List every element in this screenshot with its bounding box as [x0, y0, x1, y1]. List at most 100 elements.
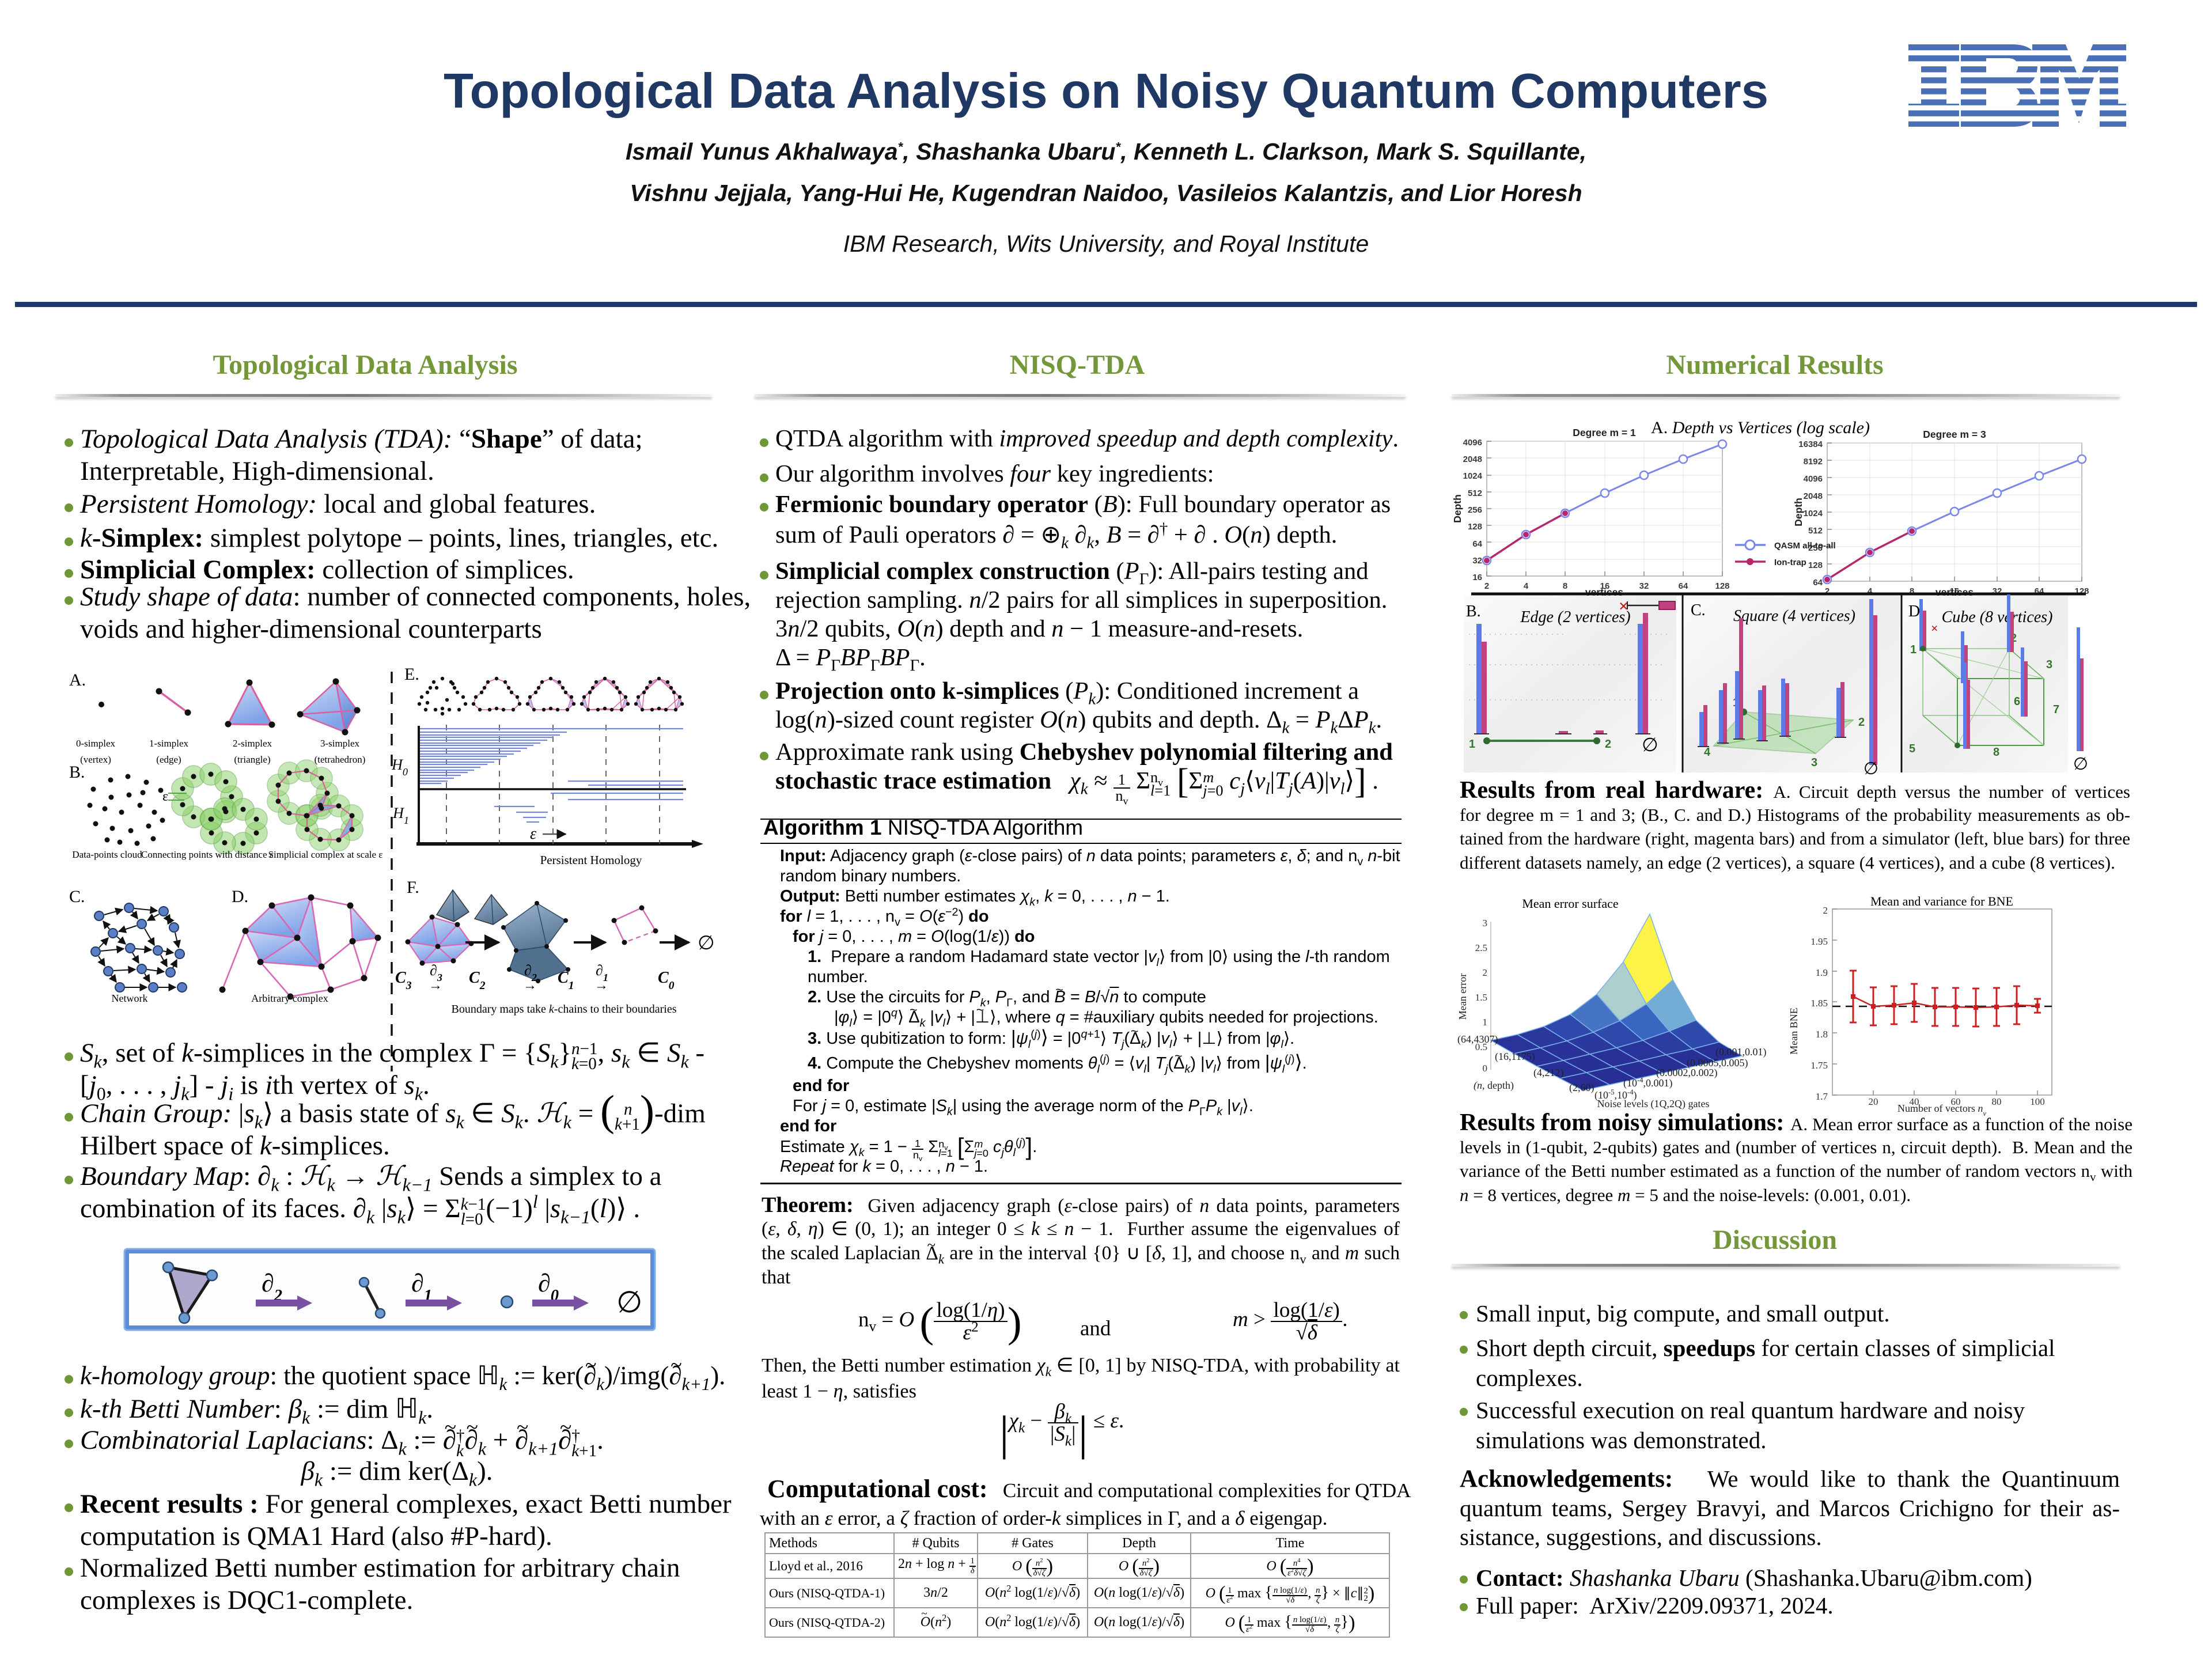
svg-text:32: 32 [1639, 581, 1649, 591]
svg-text:B.: B. [1466, 603, 1481, 620]
svg-text:(n, depth): (n, depth) [1474, 1080, 1514, 1092]
svg-text:0-simplex: 0-simplex [76, 738, 115, 749]
svg-text:128: 128 [1715, 581, 1729, 591]
svg-text:4: 4 [1868, 586, 1873, 596]
svg-text:Mean BNE: Mean BNE [1788, 1007, 1800, 1054]
svg-text:0: 0 [1483, 1063, 1488, 1074]
svg-text:Boundary maps take k-chains to: Boundary maps take k-chains to their bou… [451, 1003, 676, 1016]
svg-text:2.5: 2.5 [1475, 942, 1487, 953]
svg-text:ε: ε [530, 825, 536, 843]
svg-text:C3: C3 [395, 969, 412, 992]
svg-text:F.: F. [407, 878, 419, 897]
svg-text:Data-points cloud: Data-points cloud [72, 849, 142, 860]
svg-text:32: 32 [1472, 556, 1482, 566]
svg-text:C.: C. [69, 887, 85, 906]
svg-text:256: 256 [1808, 543, 1823, 553]
svg-text:2: 2 [1825, 586, 1830, 596]
svg-text:D.: D. [232, 887, 248, 906]
svg-text:2: 2 [1823, 905, 1828, 916]
svg-text:(4,212): (4,212) [1533, 1067, 1564, 1079]
svg-text:8: 8 [1993, 746, 1999, 759]
svg-text:2048: 2048 [1463, 454, 1482, 464]
svg-text:8192: 8192 [1804, 457, 1823, 467]
svg-text:1.7: 1.7 [1816, 1091, 1828, 1102]
svg-text:→: → [523, 978, 537, 993]
svg-text:128: 128 [1468, 522, 1482, 532]
svg-text:Mean error: Mean error [1457, 974, 1468, 1020]
svg-text:(10-4,0.001): (10-4,0.001) [1623, 1076, 1673, 1089]
svg-text:(0.001,0.01): (0.001,0.01) [1715, 1046, 1767, 1058]
svg-text:Arbitrary complex: Arbitrary complex [251, 993, 328, 1004]
svg-text:Edge (2 vertices): Edge (2 vertices) [1520, 608, 1630, 626]
svg-text:B.: B. [69, 763, 85, 782]
svg-text:1.75: 1.75 [1810, 1060, 1828, 1071]
svg-text:20: 20 [1869, 1096, 1878, 1107]
svg-text:2: 2 [1605, 738, 1611, 751]
svg-text:∅: ∅ [1642, 735, 1658, 756]
svg-text:E.: E. [404, 665, 419, 684]
svg-text:C1: C1 [558, 969, 574, 992]
svg-text:2: 2 [1483, 967, 1488, 978]
svg-text:1.5: 1.5 [1475, 992, 1487, 1003]
svg-text:H0: H0 [391, 756, 408, 778]
svg-text:H1: H1 [392, 805, 409, 826]
svg-text:1: 1 [1910, 643, 1916, 656]
svg-text:Mean and variance for BNE: Mean and variance for BNE [1870, 894, 2013, 908]
svg-text:(64,4307): (64,4307) [1457, 1033, 1498, 1046]
svg-text:3-simplex: 3-simplex [320, 738, 359, 749]
svg-text:(16,1175): (16,1175) [1495, 1051, 1535, 1063]
svg-text:8: 8 [1563, 581, 1567, 591]
svg-text:60: 60 [1951, 1096, 1961, 1107]
svg-text:256: 256 [1468, 505, 1482, 515]
svg-text:16: 16 [1600, 581, 1610, 591]
svg-text:Mean error surface: Mean error surface [1522, 896, 1618, 911]
svg-text:1.95: 1.95 [1810, 936, 1828, 947]
svg-text:40: 40 [1910, 1096, 1919, 1107]
svg-text:C.: C. [1691, 601, 1706, 619]
svg-text:Depth: Depth [1793, 498, 1804, 527]
svg-text:1.85: 1.85 [1810, 998, 1828, 1009]
svg-text:1024: 1024 [1804, 509, 1823, 518]
svg-text:→: → [594, 978, 608, 993]
svg-text:×: × [1931, 621, 1938, 635]
svg-text:∅: ∅ [1863, 759, 1878, 778]
svg-text:1: 1 [1483, 1017, 1488, 1028]
svg-text:(tetrahedron): (tetrahedron) [315, 754, 366, 765]
svg-text:(0.0005,0.005): (0.0005,0.005) [1687, 1057, 1748, 1069]
svg-text:Degree m = 3: Degree m = 3 [1923, 429, 1986, 440]
svg-text:C0: C0 [658, 969, 675, 992]
svg-text:(edge): (edge) [156, 754, 181, 765]
svg-text:1-simplex: 1-simplex [149, 738, 188, 749]
svg-text:2: 2 [1858, 716, 1865, 729]
svg-text:1.8: 1.8 [1816, 1029, 1828, 1040]
svg-text:512: 512 [1468, 488, 1482, 498]
svg-text:16384: 16384 [1798, 440, 1823, 449]
svg-text:Degree m = 1: Degree m = 1 [1573, 427, 1636, 438]
svg-text:∅: ∅ [616, 1286, 642, 1319]
svg-text:∅: ∅ [698, 933, 715, 954]
svg-text:100: 100 [2030, 1096, 2045, 1107]
svg-text:1: 1 [1469, 738, 1475, 751]
svg-text:2048: 2048 [1804, 491, 1823, 501]
svg-text:64: 64 [1679, 581, 1688, 591]
svg-text:→: → [429, 978, 442, 993]
svg-text:64: 64 [1813, 578, 1823, 588]
svg-text:1024: 1024 [1463, 471, 1483, 481]
svg-text:7: 7 [2053, 703, 2059, 716]
svg-text:8: 8 [1910, 586, 1914, 596]
svg-text:Depth: Depth [1452, 494, 1463, 523]
svg-text:QASM all-to-all: QASM all-to-all [1774, 541, 1836, 551]
svg-text:512: 512 [1808, 526, 1823, 536]
svg-text:2-simplex: 2-simplex [233, 738, 272, 749]
svg-text:5: 5 [1909, 743, 1915, 755]
svg-text:2: 2 [1484, 581, 1489, 591]
svg-text:4096: 4096 [1463, 438, 1482, 448]
svg-text:A.: A. [69, 671, 86, 690]
svg-text:×: × [1619, 597, 1628, 616]
svg-text:Simplicial complex at scale ε: Simplicial complex at scale ε [268, 849, 383, 860]
svg-text:Square (4 vertices): Square (4 vertices) [1733, 607, 1855, 625]
svg-text:(2,60): (2,60) [1569, 1082, 1594, 1094]
svg-text:(triangle): (triangle) [234, 754, 270, 765]
svg-text:Cube (8 vertices): Cube (8 vertices) [1942, 608, 2053, 626]
svg-text:Ion-trap: Ion-trap [1774, 558, 1806, 567]
